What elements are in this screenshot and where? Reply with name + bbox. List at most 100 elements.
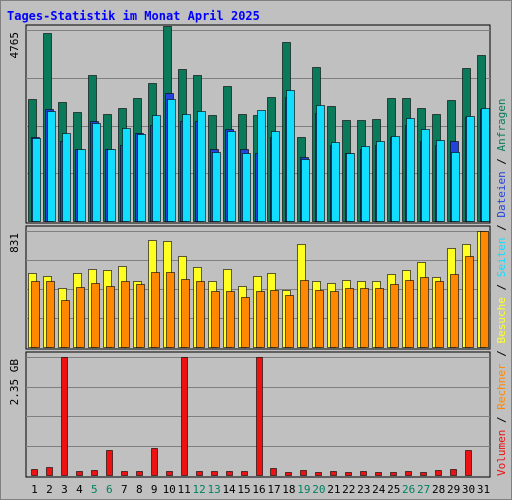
- bar-volumen-day-2: [46, 467, 53, 476]
- bar-seiten-day-10: [167, 99, 176, 222]
- bar-rechner-day-8: [136, 284, 145, 348]
- bar-rechner-day-19: [300, 280, 309, 348]
- legend-entry-10: Anfragen: [495, 98, 508, 151]
- y-max-label-middle: 831: [8, 233, 21, 253]
- x-tick-label-11: 11: [178, 483, 191, 496]
- bar-rechner-day-17: [270, 290, 279, 348]
- x-tick-label-15: 15: [237, 483, 250, 496]
- x-tick-label-30: 30: [462, 483, 475, 496]
- bar-seiten-day-6: [107, 149, 116, 222]
- bar-seiten-day-28: [436, 140, 445, 222]
- bar-seiten-day-14: [227, 131, 236, 222]
- x-tick-label-24: 24: [372, 483, 386, 496]
- bar-rechner-day-30: [465, 256, 474, 348]
- bar-volumen-day-17: [270, 468, 277, 476]
- x-tick-label-21: 21: [327, 483, 340, 496]
- bar-seiten-day-5: [92, 123, 101, 222]
- x-tick-label-17: 17: [267, 483, 280, 496]
- bar-volumen-day-30: [465, 450, 472, 476]
- bar-rechner-day-31: [480, 231, 489, 348]
- bar-seiten-day-19: [301, 159, 310, 222]
- bar-seiten-day-25: [391, 136, 400, 222]
- bar-volumen-day-23: [360, 471, 367, 476]
- bar-rechner-day-18: [285, 295, 294, 348]
- bar-volumen-day-29: [450, 469, 457, 476]
- bar-seiten-day-20: [316, 105, 325, 222]
- x-tick-label-8: 8: [136, 483, 143, 496]
- bar-rechner-day-20: [315, 290, 324, 348]
- bar-rechner-day-3: [61, 300, 70, 348]
- series-legend: Volumen / Rechner / Besuche / Seiten / D…: [495, 98, 508, 476]
- bar-rechner-day-25: [390, 284, 399, 348]
- legend-entry-9: /: [495, 151, 508, 171]
- x-tick-label-28: 28: [432, 483, 445, 496]
- bar-seiten-day-26: [406, 118, 415, 222]
- bar-volumen-day-26: [405, 471, 412, 476]
- y-max-label-top: 4765: [8, 32, 21, 59]
- x-tick-label-4: 4: [76, 483, 83, 496]
- legend-entry-0: Volumen: [495, 430, 508, 476]
- bar-volumen-day-9: [151, 448, 158, 476]
- bar-seiten-day-13: [212, 152, 221, 222]
- bar-volumen-day-28: [435, 470, 442, 476]
- bar-rechner-day-27: [420, 277, 429, 348]
- bar-rechner-day-29: [450, 274, 459, 348]
- bar-rechner-day-7: [121, 281, 130, 348]
- bar-volumen-day-8: [136, 471, 143, 476]
- legend-entry-8: Dateien: [495, 171, 508, 217]
- bar-rechner-day-2: [46, 281, 55, 348]
- bar-volumen-day-10: [166, 471, 173, 476]
- bar-volumen-day-11: [181, 357, 188, 476]
- x-tick-label-5: 5: [91, 483, 98, 496]
- bar-volumen-day-13: [211, 471, 218, 476]
- chart-title: Tages-Statistik im Monat April 2025: [7, 9, 260, 23]
- bar-seiten-day-1: [32, 138, 41, 222]
- x-tick-label-31: 31: [477, 483, 490, 496]
- bar-seiten-day-29: [451, 152, 460, 222]
- bar-rechner-day-9: [151, 272, 160, 348]
- x-tick-label-29: 29: [447, 483, 460, 496]
- bar-volumen-day-1: [31, 469, 38, 476]
- x-tick-label-19: 19: [297, 483, 310, 496]
- x-tick-label-12: 12: [193, 483, 206, 496]
- x-tick-label-16: 16: [252, 483, 265, 496]
- bar-rechner-day-13: [211, 291, 220, 348]
- bar-seiten-day-3: [62, 133, 71, 222]
- bar-seiten-day-31: [481, 108, 490, 222]
- bar-seiten-day-18: [286, 90, 295, 222]
- x-tick-label-2: 2: [46, 483, 53, 496]
- x-tick-label-25: 25: [387, 483, 400, 496]
- legend-entry-4: Besuche: [495, 297, 508, 343]
- bar-volumen-day-19: [300, 470, 307, 476]
- bar-rechner-day-28: [435, 281, 444, 348]
- bar-volumen-day-27: [420, 472, 427, 476]
- x-tick-label-22: 22: [342, 483, 355, 496]
- bar-rechner-day-14: [226, 291, 235, 348]
- bar-volumen-day-12: [196, 471, 203, 476]
- x-tick-label-6: 6: [106, 483, 113, 496]
- bar-rechner-day-11: [181, 279, 190, 348]
- bar-volumen-day-15: [241, 471, 248, 476]
- bar-rechner-day-12: [196, 281, 205, 348]
- bar-seiten-day-7: [122, 128, 131, 222]
- bar-seiten-day-24: [376, 141, 385, 222]
- x-tick-label-13: 13: [207, 483, 220, 496]
- x-tick-label-14: 14: [222, 483, 236, 496]
- bar-rechner-day-23: [360, 288, 369, 348]
- x-tick-label-7: 7: [121, 483, 128, 496]
- bar-rechner-day-22: [345, 288, 354, 348]
- bar-seiten-day-11: [182, 114, 191, 222]
- bar-volumen-day-16: [256, 357, 263, 476]
- bar-seiten-day-15: [242, 153, 251, 222]
- bar-volumen-day-21: [330, 471, 337, 476]
- legend-entry-7: /: [495, 218, 508, 238]
- legend-entry-3: /: [495, 344, 508, 364]
- bar-rechner-day-24: [375, 288, 384, 348]
- bar-volumen-day-7: [121, 471, 128, 476]
- bar-seiten-day-23: [361, 146, 370, 222]
- legend-entry-1: /: [495, 410, 508, 430]
- bar-volumen-day-5: [91, 470, 98, 476]
- x-tick-label-3: 3: [61, 483, 68, 496]
- bar-volumen-day-25: [390, 472, 397, 476]
